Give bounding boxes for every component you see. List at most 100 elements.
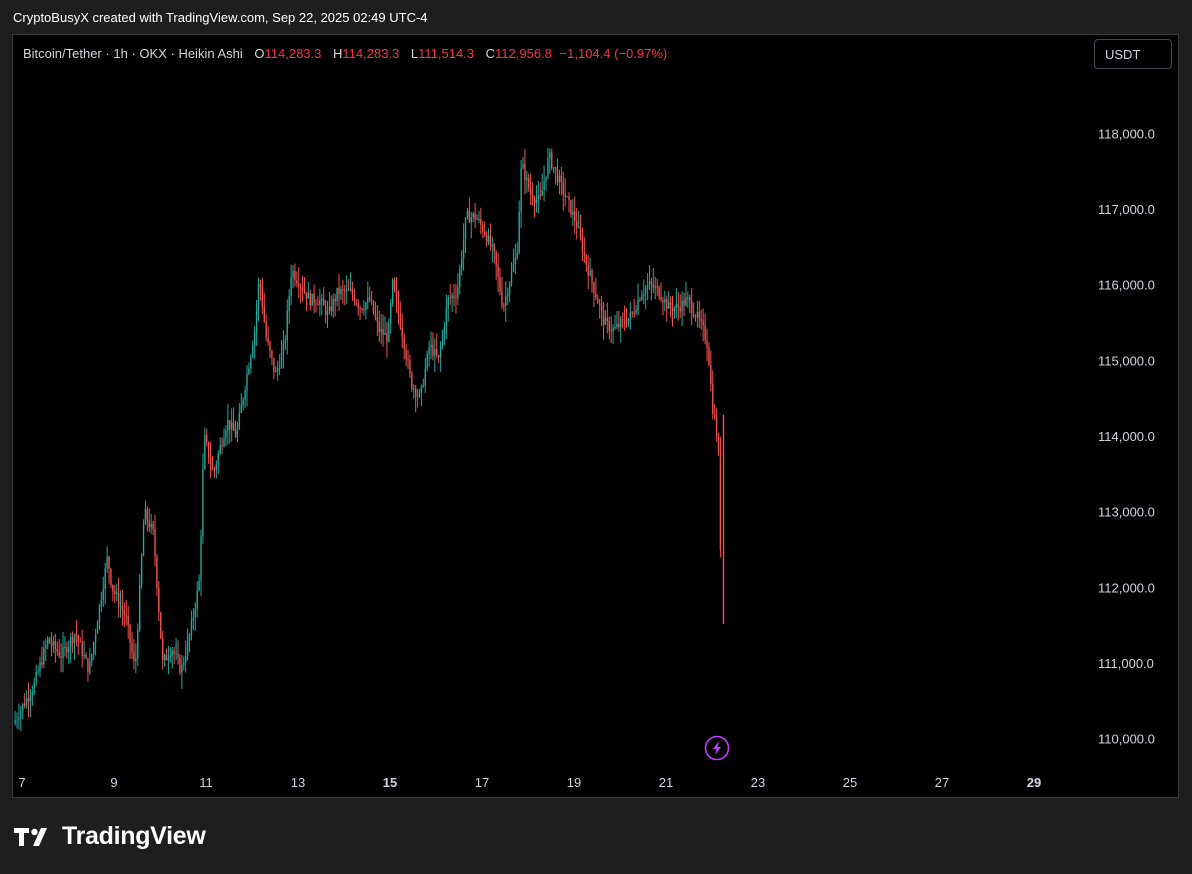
- candle: [717, 433, 720, 456]
- candle: [22, 702, 24, 719]
- candle: [20, 705, 22, 732]
- candle: [374, 301, 377, 321]
- candle: [98, 603, 101, 630]
- candle: [589, 257, 591, 277]
- candle: [68, 640, 70, 664]
- candle: [482, 220, 484, 238]
- candle: [62, 631, 64, 673]
- candle: [16, 712, 18, 729]
- price-axis[interactable]: 119,000.0118,000.0117,000.0116,000.0115,…: [1098, 51, 1155, 747]
- candle: [480, 207, 482, 234]
- candle: [244, 386, 246, 408]
- candle: [514, 244, 517, 275]
- candle: [37, 665, 39, 675]
- candle: [460, 250, 463, 276]
- candle: [29, 689, 32, 717]
- candle: [179, 654, 181, 676]
- candle: [319, 288, 321, 317]
- chart-panel[interactable]: 119,000.0118,000.0117,000.0116,000.0115,…: [12, 34, 1179, 798]
- candle: [570, 199, 572, 218]
- legend-low-value: 111,514.3: [418, 46, 475, 61]
- candle: [641, 290, 643, 301]
- candle: [631, 311, 633, 318]
- candle: [575, 207, 578, 240]
- candle: [420, 384, 423, 407]
- candle: [418, 388, 421, 398]
- candle: [606, 302, 609, 334]
- candle: [577, 211, 580, 229]
- candle: [357, 299, 359, 316]
- legend-interval[interactable]: 1h: [113, 46, 128, 61]
- lightning-icon[interactable]: [704, 735, 730, 761]
- candle: [361, 307, 363, 313]
- candle: [181, 654, 183, 689]
- candle: [298, 267, 300, 298]
- price-chart[interactable]: 119,000.0118,000.0117,000.0116,000.0115,…: [13, 35, 1178, 797]
- candle: [468, 197, 471, 223]
- candle: [150, 513, 152, 534]
- candle: [681, 291, 683, 327]
- tradingview-logo[interactable]: TradingView: [14, 822, 206, 851]
- candle: [524, 148, 526, 195]
- candle: [491, 236, 494, 263]
- candle: [372, 300, 375, 315]
- candle: [457, 273, 459, 306]
- candle: [614, 314, 616, 331]
- candle: [119, 590, 122, 618]
- candle: [123, 602, 126, 628]
- candle: [161, 630, 164, 670]
- candle: [192, 607, 195, 631]
- candle: [261, 277, 264, 315]
- candle: [501, 277, 503, 310]
- candle: [455, 284, 457, 314]
- candle: [177, 640, 179, 665]
- symbol-legend: Bitcoin/Tether · 1h · OKX · Heikin Ashi …: [23, 46, 668, 61]
- candle: [294, 263, 296, 287]
- candle: [690, 288, 693, 326]
- candle: [64, 636, 66, 657]
- candle: [380, 313, 382, 345]
- candle: [401, 313, 403, 348]
- candle: [286, 299, 288, 355]
- candle: [321, 293, 323, 316]
- candle: [367, 281, 369, 310]
- time-tick-label: 23: [751, 775, 765, 790]
- candle: [278, 354, 281, 376]
- candle: [242, 397, 244, 411]
- price-tick-label: 114,000.0: [1098, 429, 1155, 444]
- candle: [706, 328, 708, 362]
- candle: [292, 265, 294, 289]
- time-axis[interactable]: 7 9 11 13 15 17 19 21 23 25 27 29: [18, 775, 1041, 790]
- legend-symbol[interactable]: Bitcoin/Tether: [23, 46, 102, 61]
- candle: [92, 641, 95, 661]
- candle: [217, 450, 219, 475]
- candle: [608, 316, 610, 340]
- candle: [165, 648, 168, 661]
- candle: [33, 677, 35, 696]
- candle: [246, 365, 248, 407]
- candle: [206, 429, 208, 447]
- candle: [568, 192, 570, 213]
- currency-button[interactable]: USDT: [1094, 39, 1172, 69]
- candle: [229, 420, 231, 444]
- candle: [196, 581, 198, 618]
- candle: [612, 324, 614, 344]
- candle: [556, 158, 559, 186]
- candle: [597, 294, 599, 304]
- time-tick-label: 19: [567, 775, 581, 790]
- candle: [648, 265, 651, 290]
- candle: [267, 326, 269, 346]
- candle: [660, 282, 662, 303]
- candle: [110, 567, 112, 588]
- candle: [52, 635, 55, 653]
- candle: [271, 349, 273, 365]
- candle: [175, 637, 177, 661]
- candle: [698, 300, 701, 329]
- candle: [158, 580, 160, 621]
- candle: [489, 223, 492, 251]
- candle: [213, 466, 216, 478]
- candle: [654, 277, 656, 300]
- candle: [664, 290, 666, 312]
- candle: [562, 171, 564, 211]
- time-tick-label: 25: [843, 775, 857, 790]
